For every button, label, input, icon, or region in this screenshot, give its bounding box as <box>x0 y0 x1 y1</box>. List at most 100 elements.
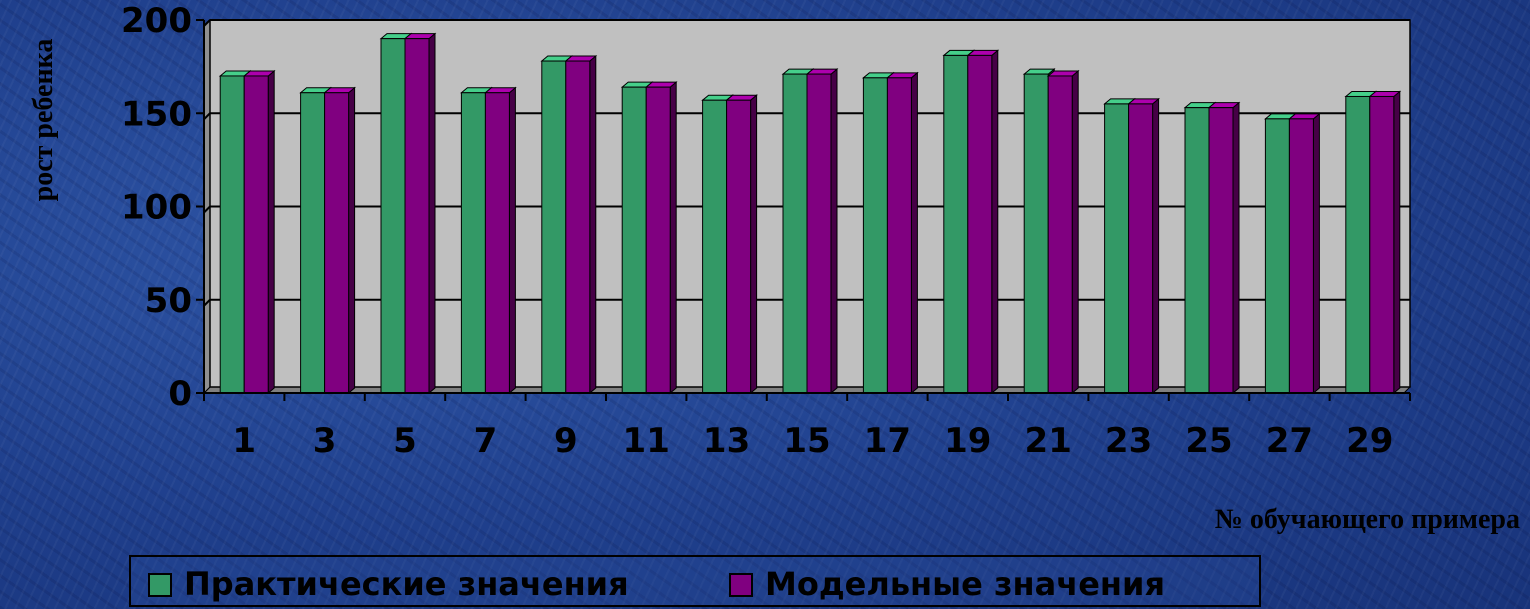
bar-practical-front <box>621 86 647 394</box>
bar-model-side <box>830 68 838 395</box>
bars <box>218 32 1402 395</box>
bar-model-top <box>1046 70 1080 77</box>
bar-model-side <box>750 94 758 395</box>
bar-model-top <box>725 94 758 101</box>
bar-model-front <box>243 75 269 394</box>
legend-swatch-model <box>729 573 753 597</box>
bar-practical-front <box>460 92 486 394</box>
bar-model-front <box>726 99 752 394</box>
bar-model-front <box>404 38 430 394</box>
bar-model-side <box>508 86 516 395</box>
x-tick-label: 27 <box>1266 421 1313 461</box>
bar-model <box>1127 97 1160 395</box>
bar-model <box>725 94 758 395</box>
x-tick-label: 19 <box>944 421 991 461</box>
y-tick-label: 50 <box>145 281 192 321</box>
bar-practical-front <box>300 92 326 394</box>
bar-model-front <box>1047 75 1073 394</box>
bar-model <box>403 32 437 395</box>
legend-swatch-practical <box>148 573 172 597</box>
bar-model-side <box>1232 101 1240 395</box>
x-tick-label: 13 <box>703 421 750 461</box>
x-tick-label: 1 <box>232 421 256 461</box>
bar-model <box>1288 112 1321 395</box>
bar-model-front <box>886 77 912 394</box>
y-tick-label: 200 <box>121 1 192 41</box>
bar-model-front <box>1369 95 1395 394</box>
bar-model-top <box>1127 98 1160 105</box>
bar-model <box>484 86 517 395</box>
x-tick-label: 7 <box>474 421 498 461</box>
bar-model-side <box>910 71 918 395</box>
bar-model <box>1207 101 1241 395</box>
bar-model-front <box>1128 103 1154 394</box>
bar-model <box>1368 90 1402 395</box>
legend-label-practical: Практические значения <box>184 565 629 603</box>
bar-model-side <box>267 69 275 395</box>
y-tick-label: 150 <box>121 94 192 134</box>
bar-model-top <box>1368 90 1402 97</box>
bar-model-front <box>645 86 671 394</box>
bar-practical-front <box>1345 95 1371 394</box>
bar-practical-front <box>380 38 406 394</box>
bar-practical-front <box>1023 73 1049 394</box>
bar-model-side <box>348 86 356 395</box>
bar-model-top <box>564 55 598 62</box>
bar-practical-front <box>541 60 567 394</box>
legend-label-model: Модельные значения <box>765 565 1165 603</box>
x-tick-label: 21 <box>1025 421 1072 461</box>
bar-model-top <box>644 81 678 88</box>
bar-practical-front <box>219 75 245 394</box>
bar-practical-front <box>782 73 808 394</box>
bar-model <box>966 49 1000 395</box>
legend-frame <box>129 555 1261 607</box>
bar-model <box>644 81 678 395</box>
x-axis-title: № обучающего примера <box>1215 504 1520 535</box>
bar-model-front <box>806 73 832 394</box>
bar-practical-front <box>943 54 969 394</box>
bar-model-top <box>242 70 276 77</box>
x-tick-label: 25 <box>1185 421 1232 461</box>
bar-model-top <box>805 68 839 75</box>
bar-practical-top <box>1022 68 1056 75</box>
bar-model-top <box>966 49 1000 56</box>
bar-model-top <box>484 87 517 94</box>
bar-model-side <box>1312 112 1320 395</box>
bar-model <box>564 54 598 395</box>
bar-practical-front <box>1264 118 1290 394</box>
bar-model-front <box>484 92 510 394</box>
bar-model <box>886 71 919 395</box>
y-axis-title: рост ребенка <box>28 39 59 202</box>
bar-model <box>1046 69 1080 395</box>
legend: Практические значения Модельные значения <box>129 555 1261 607</box>
bar-model-side <box>1152 97 1160 395</box>
bar-practical-front <box>862 77 888 394</box>
bar-model <box>242 69 276 395</box>
x-tick-label: 17 <box>864 421 911 461</box>
bar-model-side <box>669 81 677 395</box>
bar-model-front <box>565 60 591 394</box>
bar-model-front <box>1208 107 1234 394</box>
bar-model-front <box>967 54 993 394</box>
bar-model-side <box>428 32 436 395</box>
x-tick-label: 9 <box>554 421 578 461</box>
bar-practical-front <box>1104 103 1130 394</box>
bar-model-side <box>1071 69 1079 395</box>
bar-model-side <box>1393 90 1401 395</box>
y-tick-label: 100 <box>121 188 192 228</box>
bar-model <box>323 86 356 395</box>
x-tick-label: 5 <box>393 421 417 461</box>
bar-model-side <box>589 54 597 395</box>
bar-model-top <box>1207 102 1241 109</box>
x-tick-label: 23 <box>1105 421 1152 461</box>
x-tick-label: 29 <box>1346 421 1393 461</box>
bar-model-front <box>1288 118 1314 394</box>
bar-model-side <box>991 49 999 395</box>
bar-model <box>805 68 839 395</box>
x-tick-label: 11 <box>623 421 670 461</box>
x-tick-label: 3 <box>313 421 337 461</box>
bar-model-front <box>324 92 350 394</box>
y-tick-label: 0 <box>168 374 192 414</box>
x-tick-label: 15 <box>783 421 830 461</box>
